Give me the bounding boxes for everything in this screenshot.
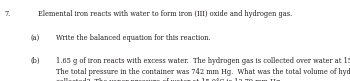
Text: 7.: 7. bbox=[4, 10, 10, 18]
Text: 1.65 g of iron reacts with excess water.  The hydrogen gas is collected over wat: 1.65 g of iron reacts with excess water.… bbox=[56, 57, 350, 65]
Text: Write the balanced equation for this reaction.: Write the balanced equation for this rea… bbox=[56, 34, 211, 42]
Text: collected?  The vapor pressure of water at 15.0°C is 12.79 mm Hg.: collected? The vapor pressure of water a… bbox=[56, 78, 282, 81]
Text: (a): (a) bbox=[31, 34, 40, 42]
Text: (b): (b) bbox=[31, 57, 40, 65]
Text: Elemental iron reacts with water to form iron (III) oxide and hydrogen gas.: Elemental iron reacts with water to form… bbox=[38, 10, 292, 18]
Text: The total pressure in the container was 742 mm Hg.  What was the total volume of: The total pressure in the container was … bbox=[56, 68, 350, 76]
